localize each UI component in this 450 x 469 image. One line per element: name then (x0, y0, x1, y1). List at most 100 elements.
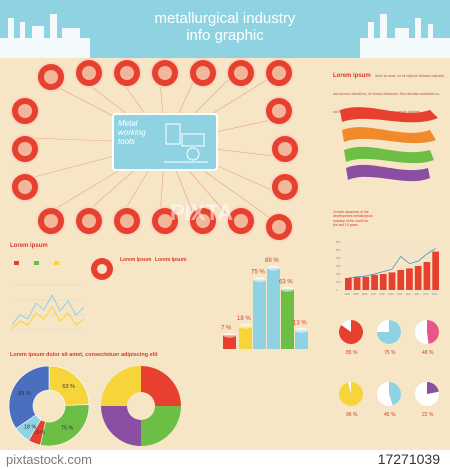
x-tick-label: 2008 (379, 293, 385, 296)
cylinder-bar (295, 330, 308, 349)
pie-label: 45 % (384, 412, 396, 418)
drill-icon (10, 134, 40, 164)
pie-label: 48 % (422, 350, 434, 356)
growth-line-1: Growth dynamics of the (333, 210, 369, 214)
bearing-icon (226, 206, 256, 236)
snake-ribbon (340, 107, 438, 182)
cylinder-label: 63 % (279, 279, 293, 285)
bolt-icon (150, 58, 180, 88)
pie-slice (427, 320, 439, 344)
center-label: Metal working tools (118, 119, 158, 146)
cylinder-label: 18 % (237, 316, 251, 322)
pie-label: 96 % (346, 412, 358, 418)
x-tick-label: 2005 (353, 293, 359, 296)
y-tick-label: 0 (336, 288, 338, 292)
icon-connector-lines (29, 77, 291, 219)
growth-line-2: development metallurgical (333, 214, 373, 219)
x-tick-label: 2006 (362, 293, 368, 296)
growth-bar (397, 270, 405, 290)
growth-bar (406, 268, 413, 290)
growth-bar (345, 278, 352, 290)
donut-chart-right (101, 366, 181, 446)
clamp-icon (10, 172, 40, 202)
pie-label: 75 % (384, 350, 396, 356)
growth-line-4: the last 10 years (333, 223, 358, 228)
watermark-overlay: PIXTA (170, 200, 234, 225)
hammer-icon (74, 58, 104, 88)
x-tick-label: 2007 (371, 293, 377, 296)
donut-slice (8, 365, 50, 429)
y-tick-label: 300 (336, 264, 341, 268)
cylinder-top (295, 327, 308, 333)
bottom-left-heading: Lorem ipsum dolor sit amet, consectetuer… (10, 352, 158, 358)
growth-bar (388, 272, 396, 290)
left-line-chart (11, 261, 85, 331)
growth-bar (379, 274, 387, 290)
x-tick-label: 2009 (388, 293, 394, 296)
cylinder-top (281, 286, 294, 292)
tongs-icon (188, 206, 218, 236)
left-col-heading-2: Lorem Ipsum (155, 257, 187, 263)
lathe-icon (112, 206, 142, 236)
pie-label: 22 % (422, 412, 434, 418)
factory-silhouettes (0, 14, 450, 58)
growth-bar (414, 266, 422, 290)
y-tick-label: 500 (336, 248, 341, 252)
donut-chart-left: 63 % 75 % 13 %18 % 89 % (8, 365, 90, 447)
rolling-mill-icon (36, 206, 66, 236)
cylinder-top (239, 323, 252, 329)
cylinder-label: 75 % (251, 270, 265, 276)
truck-icon (150, 206, 180, 236)
donut-slice (39, 404, 90, 447)
welding-mask-icon (270, 172, 300, 202)
donut-label: 75 % (61, 426, 74, 432)
page-title: metallurgical industry info graphic (100, 10, 350, 44)
watermark-id: 17271039 (377, 451, 440, 467)
machine-icon (164, 123, 208, 163)
growth-text: Growth dynamics of the development metal… (333, 210, 443, 228)
growth-bar (432, 251, 439, 290)
pie-slice (389, 382, 402, 406)
x-tick-label: 2013 (423, 293, 429, 296)
pie-slice (338, 382, 363, 406)
y-tick-label: 100 (336, 280, 341, 284)
watermark-brand: pixtastock.com (6, 452, 92, 467)
metal-sheet-icon (10, 96, 40, 126)
cylinder-label: 7 % (221, 325, 232, 331)
growth-line-3: industry of the world for (333, 218, 369, 223)
cylinder-top (267, 265, 280, 271)
factory-icon (188, 58, 218, 88)
donut-label: 63 % (62, 384, 75, 390)
wrench-icon (270, 134, 300, 164)
watermark-bar (0, 450, 450, 469)
title-line-1: metallurgical industry (154, 10, 296, 27)
pie-slice (339, 320, 363, 344)
chisel-icon (226, 58, 256, 88)
donut-label: 18 % (24, 424, 37, 430)
bucket-icon (264, 58, 294, 88)
title-line-2: info graphic (186, 27, 264, 44)
growth-bar (371, 274, 378, 290)
growth-line (348, 248, 436, 279)
x-tick-label: 2011 (406, 293, 412, 296)
pipe-icon (74, 206, 104, 236)
center-label-line-3: tools (118, 137, 135, 146)
growth-bar (353, 277, 361, 290)
left-col-heading-1: Lorem Ipsum (120, 257, 152, 263)
center-label-line-2: working (118, 128, 146, 137)
growth-bar (362, 276, 370, 290)
y-tick-label: 200 (336, 272, 341, 276)
x-tick-label: 2014 (432, 293, 438, 296)
pie-slice (427, 382, 439, 394)
small-pie-grid: 85 % 75 % 48 % 96 % 45 % 22 % (338, 320, 439, 418)
grinder-icon (264, 212, 294, 242)
y-tick-label: 600 (336, 240, 341, 244)
x-tick-label: 2010 (397, 293, 403, 296)
y-tick-label: 400 (336, 256, 341, 260)
cylinder-bar (253, 279, 266, 349)
donut-label: 13 % (33, 430, 46, 436)
left-section-heading: Lorem ipsum (10, 243, 48, 249)
cylinder-chart: 7 % 18 % 75 %89 % 63 % 13 % (221, 258, 308, 349)
